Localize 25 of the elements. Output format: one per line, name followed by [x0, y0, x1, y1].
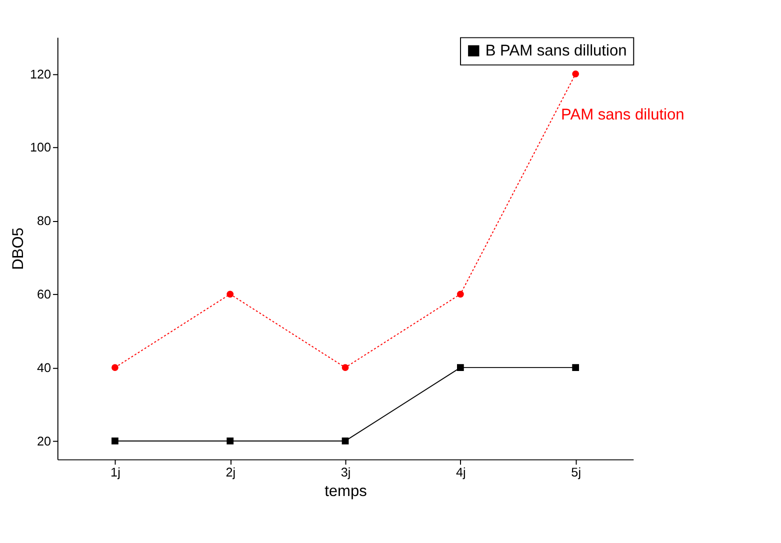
point: [112, 438, 118, 444]
x-tick-label: 4j: [456, 465, 466, 480]
point: [456, 364, 464, 371]
point: [572, 70, 580, 78]
point: [226, 290, 234, 298]
y-tick-label: 120: [30, 67, 52, 82]
point: [342, 438, 349, 444]
point: [342, 364, 349, 371]
annotation: PAM sans dilution: [560, 106, 684, 124]
x-tick-label: 3j: [340, 465, 351, 480]
y-tick-label: 40: [37, 360, 52, 375]
point: [226, 438, 234, 444]
x-axis-title: temps: [324, 482, 368, 500]
point: [112, 364, 118, 371]
x-tick-label: 1j: [110, 465, 120, 480]
x-tick-label: 2j: [226, 465, 236, 480]
y-tick-label: 60: [37, 288, 52, 302]
point: [456, 290, 464, 298]
point: [572, 364, 580, 371]
y-tick-label: 20: [37, 434, 52, 448]
y-axis-title: DBO5: [10, 228, 28, 270]
legend-label: B PAM sans dillution: [485, 42, 627, 60]
y-tick-label: 100: [30, 140, 52, 155]
x-tick-label: 5j: [571, 465, 581, 480]
y-tick-label: 80: [37, 214, 52, 228]
